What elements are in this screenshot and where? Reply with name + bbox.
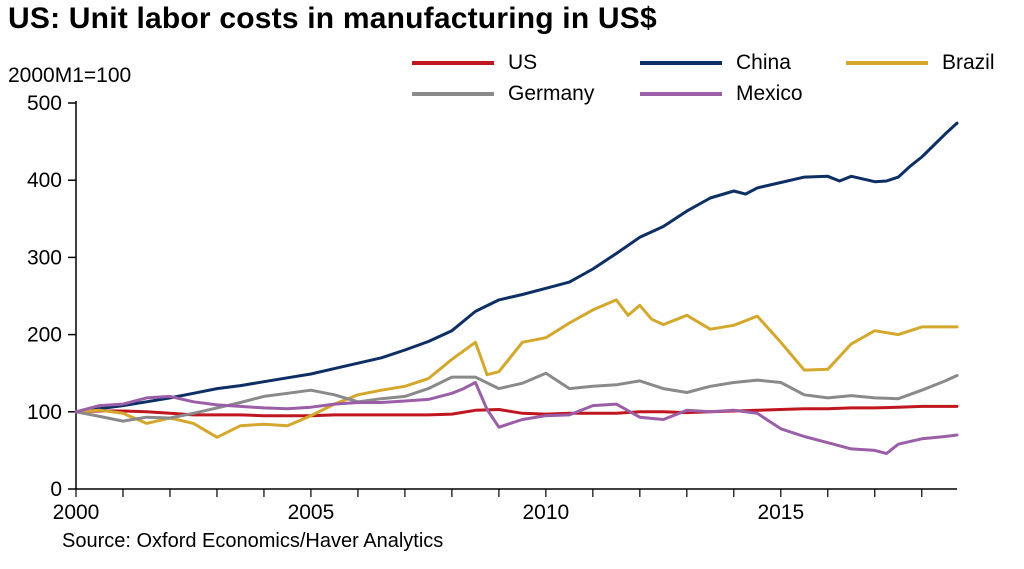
- legend-label-china: China: [736, 51, 791, 74]
- legend-label-brazil: Brazil: [942, 51, 995, 74]
- series-line-brazil: [74, 298, 959, 439]
- y-tick-label-400: 400: [27, 169, 62, 192]
- y-tick-label-200: 200: [27, 324, 62, 347]
- legend-swatch-germany: [412, 92, 494, 96]
- y-tick-label-0: 0: [50, 478, 62, 501]
- legend-swatch-brazil: [846, 61, 928, 65]
- legend-item-germany: Germany: [412, 81, 594, 107]
- legend-label-germany: Germany: [508, 82, 595, 105]
- legend-item-us: US: [412, 50, 537, 76]
- legend-label-us: US: [508, 51, 538, 74]
- y-tick-label-500: 500: [27, 92, 62, 115]
- y-axis-unit-label: 2000M1=100: [8, 64, 132, 87]
- y-tick-label-300: 300: [27, 246, 62, 269]
- x-tick-label-2005: 2005: [288, 501, 335, 524]
- legend-label-mexico: Mexico: [736, 82, 803, 105]
- legend-item-china: China: [640, 50, 791, 76]
- x-tick-label-2010: 2010: [523, 501, 570, 524]
- x-tick-label-2000: 2000: [53, 501, 100, 524]
- y-tick-label-100: 100: [27, 401, 62, 424]
- chart-title: US: Unit labor costs in manufacturing in…: [8, 2, 657, 35]
- x-tick-label-2015: 2015: [757, 501, 804, 524]
- legend-item-brazil: Brazil: [846, 50, 995, 76]
- legend-swatch-us: [412, 61, 494, 65]
- legend-swatch-mexico: [640, 92, 722, 96]
- legend-swatch-china: [640, 61, 722, 65]
- series-line-us: [74, 404, 959, 418]
- source-note: Source: Oxford Economics/Haver Analytics: [62, 530, 444, 552]
- series-line-china: [74, 121, 959, 414]
- legend-item-mexico: Mexico: [640, 81, 803, 107]
- series-line-mexico: [74, 381, 959, 455]
